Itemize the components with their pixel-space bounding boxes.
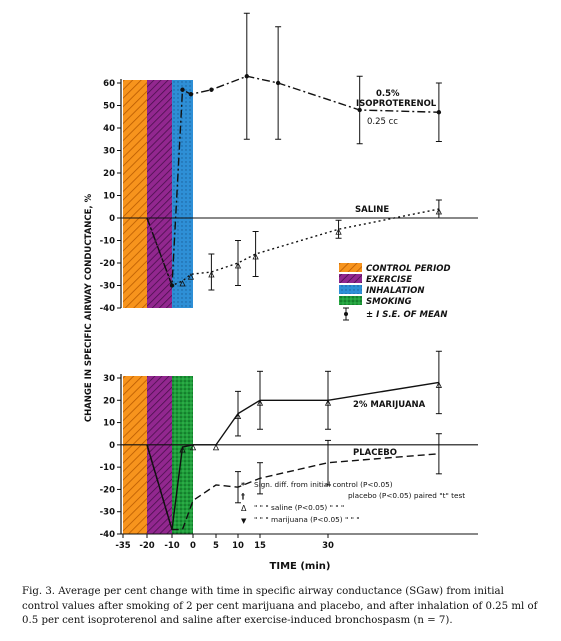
y-tick-label: 0	[109, 441, 115, 451]
period-band-inhalation	[172, 80, 193, 308]
y-tick-label: 20	[103, 169, 115, 179]
top-panel: -40 -30 -20 -10 0 10 20 30 40 50 60 0.5% ISOPROTER…	[100, 12, 478, 321]
legend-label-smoking: SMOKING	[366, 297, 412, 307]
x-tick-label: -20	[139, 541, 154, 551]
note-symbol-2: †	[241, 492, 245, 501]
data-point-2-marijuana	[212, 443, 220, 451]
bottom-axes: -40 -30 -20 -10 0 10 20 30 -35 -20 -10 0 5 10 15 30	[100, 374, 478, 551]
data-point-2-marijuana	[179, 446, 186, 453]
y-tick-label: 50	[103, 102, 115, 112]
period-band-control-period	[123, 80, 147, 308]
placebo-label: PLACEBO	[353, 448, 397, 458]
y-tick-label: 30	[103, 147, 115, 157]
y-tick-label: -40	[100, 304, 115, 314]
y-tick-label: 30	[103, 374, 115, 384]
isoproterenol-label-dose: 0.25 cc	[367, 117, 398, 127]
y-tick-label: -30	[100, 282, 115, 292]
top-period-bands	[123, 80, 193, 308]
x-tick-label: -35	[115, 541, 130, 551]
y-tick-label: -10	[100, 237, 115, 247]
data-point-0-5-isoproterenol-0-25-cc	[275, 80, 281, 86]
legend-swatch-inhalation	[339, 285, 362, 294]
data-point-0-5-isoproterenol-0-25-cc	[188, 92, 194, 97]
data-point-2-marijuana	[435, 381, 443, 388]
note-symbol-3: Δ	[241, 504, 247, 513]
y-tick-label: -40	[100, 530, 115, 540]
data-point-2-marijuana	[324, 399, 332, 406]
legend-label-errorbar: ± I S.E. OF MEAN	[366, 310, 448, 320]
note-text-4: " " " marijuana (P<0.05) " " "	[254, 515, 360, 524]
legend: CONTROL PERIOD EXERCISE INHALATION SMOKI…	[339, 263, 451, 321]
period-band-exercise	[147, 80, 172, 308]
x-axis-title: TIME (min)	[270, 561, 331, 572]
period-band-exercise	[147, 376, 172, 534]
note-text-1: Sign. diff. from initial control (P<0.05…	[254, 480, 393, 489]
legend-swatch-smoking	[339, 296, 362, 305]
legend-errorbar-icon	[343, 307, 349, 321]
y-tick-label: -30	[100, 508, 115, 518]
data-point-2-marijuana	[256, 399, 264, 406]
x-tick-label: 5	[213, 541, 219, 551]
y-tick-label: 40	[103, 124, 115, 134]
data-point-2-marijuana	[234, 412, 242, 420]
marijuana-label: 2% MARIJUANA	[353, 400, 426, 410]
period-band-smoking	[172, 376, 193, 534]
y-tick-label: 20	[103, 396, 115, 406]
y-tick-label: -20	[100, 259, 115, 269]
note-symbol-1: *	[241, 481, 246, 490]
y-tick-label: 10	[103, 419, 115, 429]
x-tick-label: 0	[190, 541, 196, 551]
data-point-0-5-isoproterenol-0-25-cc	[209, 87, 214, 92]
data-point-saline	[335, 228, 342, 235]
x-tick-label: 15	[254, 541, 266, 551]
significance-notes: * Sign. diff. from initial control (P<0.…	[241, 480, 465, 525]
data-point-saline	[234, 262, 242, 269]
data-point-0-5-isoproterenol-0-25-cc	[436, 110, 442, 115]
x-tick-label: -10	[164, 541, 179, 551]
note-symbol-4: ▼	[241, 517, 247, 525]
y-axis-title: CHANGE IN SPECIFIC AIRWAY CONDUCTANCE, %	[84, 193, 94, 422]
y-tick-label: -10	[100, 463, 115, 473]
note-text-2: placebo (P<0.05) paired "t" test	[348, 491, 465, 500]
data-point-saline	[208, 271, 215, 278]
note-text-3: " " " saline (P<0.05) " " "	[254, 503, 344, 512]
data-point-saline	[435, 208, 443, 215]
y-tick-label: 60	[103, 79, 115, 89]
saline-label: SALINE	[355, 205, 389, 215]
data-point-saline	[187, 273, 195, 280]
data-point-2-marijuana	[189, 443, 197, 451]
legend-label-exercise: EXERCISE	[366, 275, 412, 285]
bottom-period-bands	[123, 376, 193, 534]
figure-caption: Fig. 3. Average per cent change with tim…	[22, 586, 538, 626]
legend-label-control: CONTROL PERIOD	[366, 264, 451, 274]
data-point-saline	[252, 253, 259, 260]
y-tick-label: 0	[109, 214, 115, 224]
bottom-panel: -40 -30 -20 -10 0 10 20 30 -35 -20 -10 0 5 10 15 30 2% …	[100, 350, 478, 551]
top-series	[146, 12, 443, 291]
legend-swatch-exercise	[339, 274, 362, 283]
x-tick-label: 30	[322, 541, 334, 551]
top-axes: -40 -30 -20 -10 0 10 20 30 40 50 60	[100, 79, 478, 314]
x-tick-label: 10	[232, 541, 244, 551]
legend-swatch-control	[339, 263, 362, 272]
isoproterenol-label-name: ISOPROTERENOL	[356, 99, 437, 109]
data-point-0-5-isoproterenol-0-25-cc	[357, 107, 362, 113]
series-line-placebo	[146, 444, 439, 531]
isoproterenol-label-percent: 0.5%	[376, 89, 400, 99]
data-point-saline	[179, 280, 186, 287]
data-point-0-5-isoproterenol-0-25-cc	[244, 74, 249, 79]
y-tick-label: -20	[100, 485, 115, 495]
period-band-control-period	[123, 376, 147, 534]
data-point-0-5-isoproterenol-0-25-cc	[180, 87, 185, 92]
series-line-saline	[146, 208, 440, 287]
bottom-series	[146, 350, 443, 531]
legend-label-inhalation: INHALATION	[366, 286, 424, 296]
y-tick-label: 10	[103, 192, 115, 202]
